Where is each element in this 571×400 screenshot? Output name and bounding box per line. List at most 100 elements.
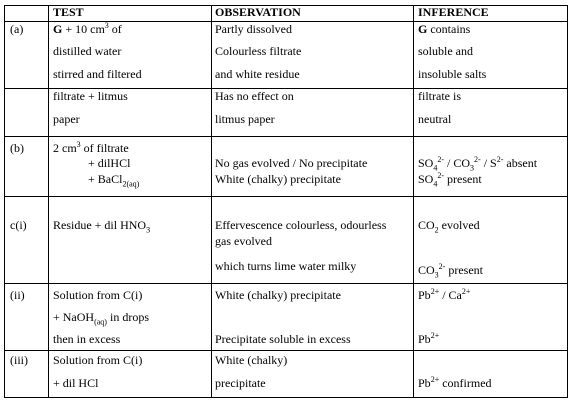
cell-line: + BaCl2(aq) — [88, 172, 139, 188]
cell-line: stirred and filtered — [53, 67, 142, 81]
subscript: 3 — [434, 270, 439, 280]
cell-text: Has no effect on — [215, 89, 294, 103]
cell-line: insoluble salts — [418, 67, 486, 81]
cell-line: and white residue — [215, 67, 300, 81]
column-border — [567, 5, 568, 398]
bold-text: G — [418, 22, 428, 36]
column-border — [413, 5, 414, 398]
cell-text: distilled water — [53, 44, 122, 58]
cell-line: Pb2+ / Ca2+ — [418, 287, 470, 303]
cell-line: No gas evolved / No precipitate — [215, 156, 367, 170]
cell-line: gas evolved — [215, 234, 272, 248]
superscript: 2+ — [430, 331, 440, 340]
cell-line: G + 10 cm3 of — [53, 21, 122, 37]
subscript: 2 — [434, 225, 439, 235]
cell-line: filtrate + litmus — [53, 89, 128, 103]
row-border — [4, 196, 568, 197]
cell-text: + dilHCl — [88, 156, 131, 170]
row-border — [4, 397, 568, 398]
cell-text: evolved — [438, 218, 480, 232]
cell-line: CO32- present — [418, 263, 483, 280]
row-label: c(i) — [10, 218, 27, 232]
column-header: TEST — [53, 5, 84, 19]
cell-line: SO42- / CO32- / S2- absent — [418, 155, 538, 173]
cell-text: No gas evolved / No precipitate — [215, 156, 368, 170]
cell-text: filtrate is — [418, 89, 461, 103]
cell-text: White (chalky) precipitate — [215, 288, 341, 302]
cell-line: Effervescence colourless, odourless — [215, 218, 386, 232]
cell-text: Pb — [418, 376, 431, 390]
cell-line: Solution from C(i) — [53, 288, 142, 302]
cell-line: Pb2+ confirmed — [418, 375, 492, 391]
cell-text: Solution from C(i) — [53, 353, 143, 367]
cell-line: filtrate is — [418, 89, 461, 103]
cell-text: present — [444, 172, 482, 186]
cell-text: Pb — [418, 332, 431, 346]
superscript: 3 — [104, 21, 109, 30]
cell-text: + dil HCl — [53, 376, 99, 390]
cell-text: of — [108, 22, 122, 36]
cell-line: CO2 evolved — [418, 218, 480, 235]
cell-line: neutral — [418, 112, 451, 126]
cell-text: stirred and filtered — [53, 67, 142, 81]
cell-line: litmus paper — [215, 112, 275, 126]
row-border — [4, 283, 568, 284]
cell-line: Residue + dil HNO3 — [53, 218, 150, 234]
row-border — [4, 136, 568, 137]
cell-line: White (chalky) precipitate — [215, 172, 341, 186]
cell-line: Has no effect on — [215, 89, 294, 103]
cell-line: precipitate — [215, 376, 266, 390]
cell-line: Pb2+ — [418, 331, 440, 347]
superscript: 2- — [437, 171, 445, 180]
cell-text: and white residue — [215, 67, 300, 81]
cell-text: precipitate — [215, 376, 266, 390]
cell-line: Partly dissolved — [215, 22, 292, 36]
cell-text: SO — [418, 172, 434, 186]
superscript: 2- — [474, 155, 481, 164]
cell-text: paper — [53, 112, 80, 126]
cell-text: absent — [503, 156, 538, 170]
cell-text: neutral — [418, 112, 452, 126]
cell-line: G contains — [418, 22, 470, 36]
cell-line: paper — [53, 112, 80, 126]
column-border — [211, 5, 212, 398]
cell-text: SO — [418, 156, 434, 170]
cell-line: Colourless filtrate — [215, 44, 301, 58]
cell-line: soluble and — [418, 44, 473, 58]
subscript: (aq) — [94, 317, 107, 327]
cell-text: / CO — [444, 156, 471, 170]
cell-text: White (chalky) — [215, 353, 288, 367]
row-border — [4, 21, 568, 22]
superscript: 2+ — [430, 287, 440, 296]
cell-text: soluble and — [418, 44, 473, 58]
cell-text: filtrate + litmus — [53, 89, 128, 103]
cell-line: distilled water — [53, 44, 121, 58]
cell-text: CO — [418, 218, 435, 232]
subscript: 4 — [433, 163, 438, 173]
cell-text: + BaCl — [88, 172, 123, 186]
cell-text: + 10 cm — [62, 22, 105, 36]
row-border — [4, 88, 568, 89]
cell-text: / S — [480, 156, 497, 170]
cell-text: gas evolved — [215, 234, 272, 248]
cell-text: insoluble salts — [418, 67, 487, 81]
cell-text: Residue + dil HNO — [53, 218, 147, 232]
cell-text: Partly dissolved — [215, 22, 292, 36]
cell-line: + dil HCl — [53, 376, 98, 390]
cell-text: confirmed — [439, 376, 492, 390]
cell-text: Precipitate soluble in excess — [215, 332, 351, 346]
bold-text: G — [53, 22, 63, 36]
cell-text: / Ca — [439, 288, 462, 302]
row-border — [4, 5, 568, 6]
cell-text: Effervescence colourless, odourless — [215, 218, 387, 232]
cell-line: White (chalky) precipitate — [215, 288, 341, 302]
subscript: 4 — [433, 179, 438, 189]
row-label: (b) — [10, 141, 24, 155]
row-label: (ii) — [10, 288, 25, 302]
cell-text: of filtrate — [80, 141, 129, 155]
superscript: 2+ — [430, 375, 440, 384]
cell-text: litmus paper — [215, 112, 275, 126]
cell-text: which turns lime water milky — [215, 259, 357, 273]
row-label: (iii) — [10, 353, 28, 367]
cell-text: in drops — [106, 310, 149, 324]
